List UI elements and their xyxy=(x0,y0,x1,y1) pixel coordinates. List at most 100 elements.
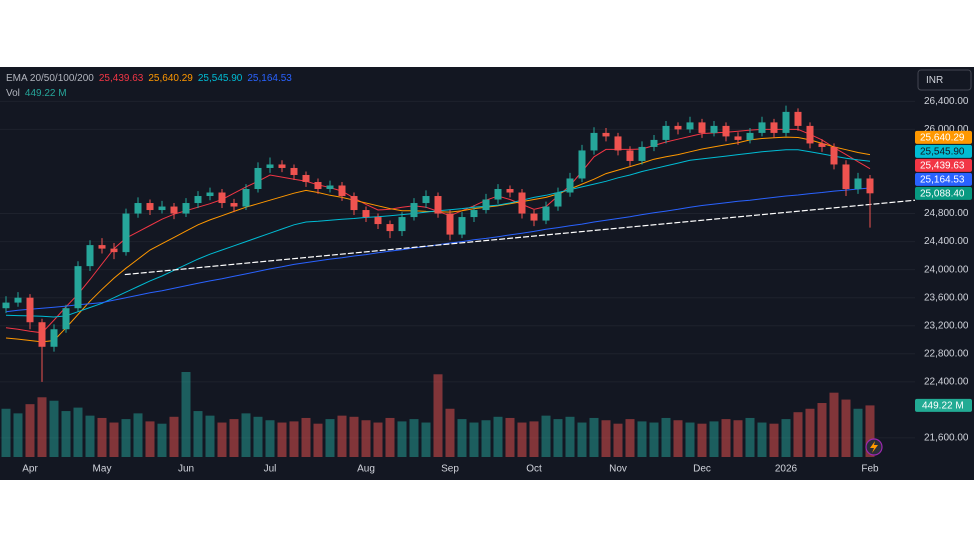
volume-bar xyxy=(361,420,371,457)
candle-body xyxy=(326,185,334,190)
volume-bar xyxy=(541,415,551,457)
volume-bar xyxy=(397,421,407,457)
x-tick-label: Jul xyxy=(264,464,277,475)
candle-body xyxy=(314,181,322,190)
x-tick-label: Nov xyxy=(609,464,627,475)
currency[interactable]: INR xyxy=(926,75,943,86)
volume-bar xyxy=(37,397,47,457)
volume-bar xyxy=(493,416,503,457)
volume-bar xyxy=(313,423,323,457)
candle-body xyxy=(650,139,658,147)
candle-body xyxy=(446,213,454,235)
volume-bar xyxy=(1,408,11,457)
legend-volume: Vol 449.22 M xyxy=(6,88,67,99)
candle-body xyxy=(614,136,622,151)
candle-body xyxy=(494,189,502,200)
volume-bar xyxy=(817,403,827,457)
volume-bar xyxy=(265,420,275,457)
candle-body xyxy=(422,196,430,204)
volume-bar xyxy=(13,413,23,457)
volume-bar xyxy=(805,408,815,457)
volume-bar xyxy=(229,419,239,457)
candle-body xyxy=(146,203,154,211)
candle-body xyxy=(758,122,766,133)
volume-bar xyxy=(829,392,839,457)
volume-bar xyxy=(793,412,803,457)
y-tick-label: 24,800.00 xyxy=(924,208,969,219)
volume-bar xyxy=(613,423,623,457)
candle-body xyxy=(38,322,46,347)
legend-indicator: EMA 20/50/100/200 xyxy=(6,73,94,84)
candle-body xyxy=(206,192,214,197)
currency-box[interactable] xyxy=(917,69,972,91)
volume-bar xyxy=(421,422,431,457)
candle-body xyxy=(98,245,106,249)
volume-bar xyxy=(865,405,875,457)
volume-bar xyxy=(85,415,95,457)
price-label-box xyxy=(915,130,972,144)
candle-body xyxy=(578,150,586,179)
candle-body xyxy=(194,196,202,204)
legend-value: 25,640.29 xyxy=(148,73,193,84)
candle-body xyxy=(122,213,130,253)
candle-body xyxy=(842,164,850,190)
y-tick-label: 24,000.00 xyxy=(924,264,969,275)
volume-bar xyxy=(757,422,767,457)
candle-body xyxy=(458,217,466,235)
volume-bar xyxy=(409,419,419,457)
x-tick-label: Aug xyxy=(357,464,375,475)
volume-bar xyxy=(601,420,611,457)
volume-bar xyxy=(385,417,395,457)
candle-body xyxy=(518,192,526,214)
volume-bar xyxy=(373,422,383,457)
volume-bar xyxy=(685,422,695,457)
candle-body xyxy=(242,189,250,207)
price-label: 25,164.53 xyxy=(920,174,965,185)
candle-body xyxy=(338,185,346,197)
candle-body xyxy=(638,146,646,161)
candle-body xyxy=(470,210,478,218)
candle-body xyxy=(770,122,778,133)
price-label-box xyxy=(915,144,972,158)
volume-bar xyxy=(649,422,659,457)
candle-body xyxy=(830,146,838,165)
candle-body xyxy=(866,178,874,194)
candle-body xyxy=(182,203,190,214)
volume-bar xyxy=(841,399,851,457)
price-label-box xyxy=(915,158,972,172)
volume-bar xyxy=(301,417,311,457)
candle-body xyxy=(434,196,442,214)
volume-bar xyxy=(745,417,755,457)
x-tick-label: Dec xyxy=(693,464,711,475)
alert-icon-bolt[interactable] xyxy=(870,441,878,453)
volume-bar xyxy=(49,400,59,457)
candle-body xyxy=(590,132,598,151)
candle-body xyxy=(818,143,826,147)
legend-value: 25,164.53 xyxy=(247,73,292,84)
candle-body xyxy=(554,192,562,207)
candle-body xyxy=(290,167,298,175)
candle-body xyxy=(350,196,358,211)
candle-body xyxy=(158,206,166,211)
candle-body xyxy=(710,125,718,133)
x-tick-label: Feb xyxy=(861,464,879,475)
y-tick-label: 23,200.00 xyxy=(924,320,969,331)
candle-body xyxy=(602,132,610,137)
candle-body xyxy=(722,125,730,137)
volume-bar xyxy=(505,417,515,457)
y-tick-label: 26,400.00 xyxy=(924,96,969,107)
volume-bar xyxy=(577,422,587,457)
candle-body xyxy=(266,164,274,168)
volume-bar xyxy=(133,413,143,457)
candle-body xyxy=(482,199,490,211)
volume-bar xyxy=(181,372,191,457)
volume-bar xyxy=(457,419,467,457)
volume-bar xyxy=(97,417,107,457)
y-tick-label: 22,400.00 xyxy=(924,376,969,387)
candle-body xyxy=(254,167,262,190)
price-axis: 26,400.00 26,000.00 24,800.00 24,400.00 24,0… xyxy=(924,96,969,444)
alert-icon[interactable] xyxy=(865,438,883,456)
x-tick-label: Sep xyxy=(441,464,459,475)
candle-body xyxy=(170,206,178,214)
volume-bar xyxy=(25,404,35,457)
